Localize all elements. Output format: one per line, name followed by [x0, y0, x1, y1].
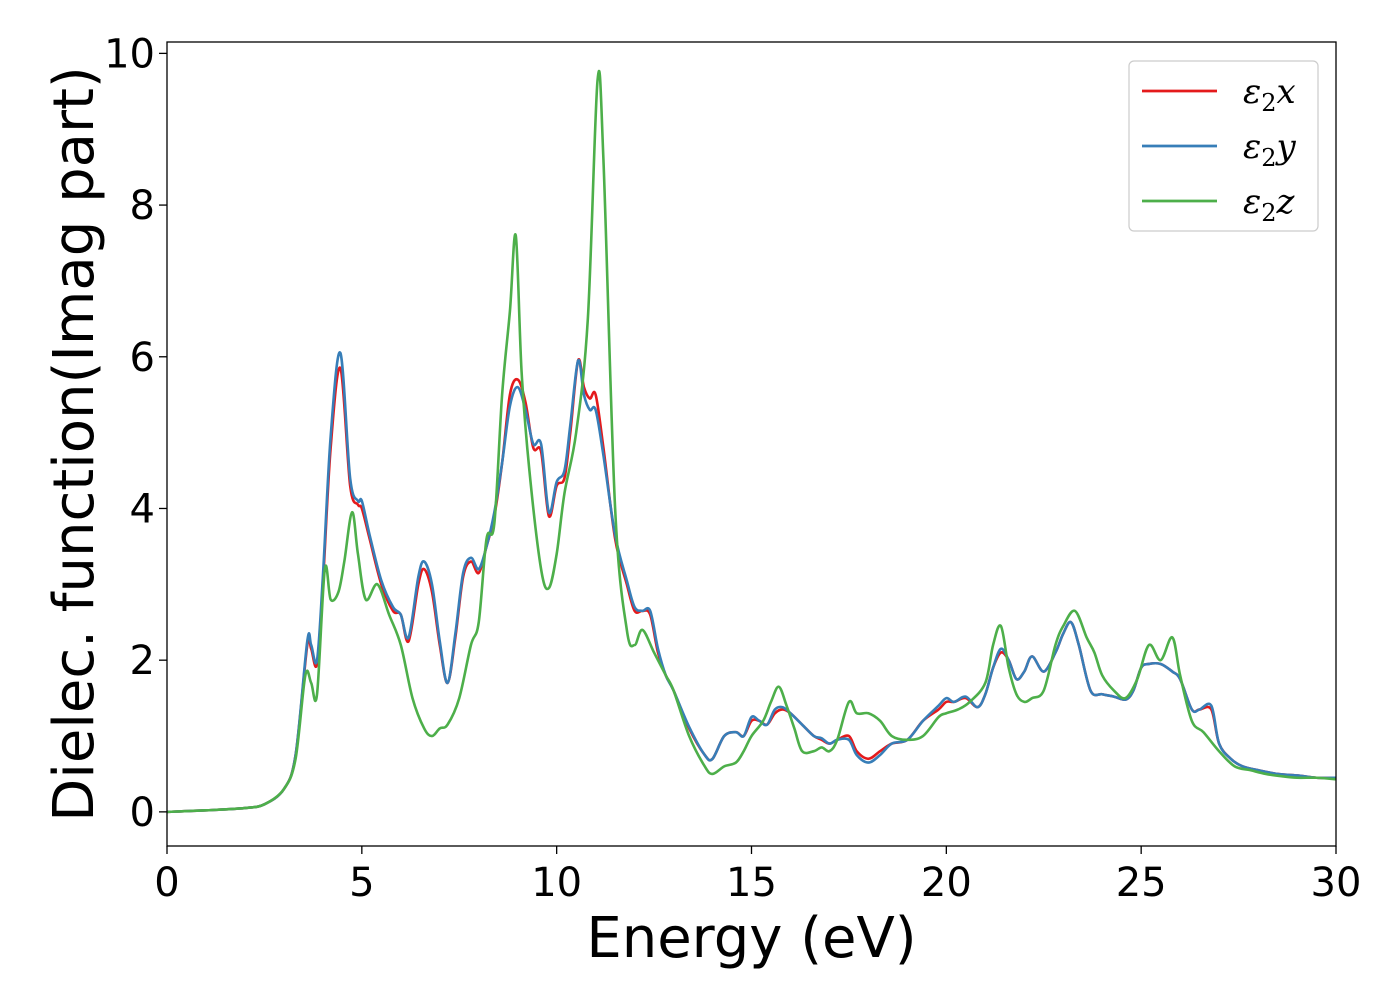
x-tick-label: 0 [154, 860, 179, 906]
legend-label-x: ε2x [1243, 72, 1296, 117]
y-tick-label: 2 [130, 638, 155, 684]
y-tick-label: 4 [130, 486, 155, 532]
legend-box [1128, 60, 1319, 232]
series-line-y [167, 351, 1336, 814]
x-tick-label: 30 [1311, 860, 1362, 906]
x-tick-label: 20 [921, 860, 972, 906]
x-axis-ticks: 0 5 10 15 20 25 30 [154, 846, 1361, 906]
y-tick-label: 10 [104, 31, 155, 77]
x-tick-label: 5 [349, 860, 374, 906]
legend-label-y: ε2y [1243, 127, 1297, 172]
y-tick-label: 8 [130, 183, 155, 229]
y-axis-title: Dielec. function(Imag part) [42, 66, 107, 822]
y-tick-label: 0 [130, 790, 155, 836]
series-layer [167, 69, 1336, 814]
series-line-z [167, 69, 1336, 814]
x-axis-title: Energy (eV) [586, 906, 916, 971]
x-tick-label: 10 [531, 860, 582, 906]
legend: ε2x ε2y ε2z [1128, 60, 1319, 232]
x-tick-label: 25 [1116, 860, 1167, 906]
y-axis-ticks: 0 2 4 6 8 10 [104, 31, 167, 836]
x-tick-label: 15 [726, 860, 777, 906]
series-line-x [167, 357, 1336, 814]
legend-label-z: ε2z [1243, 182, 1296, 227]
y-tick-label: 6 [130, 335, 155, 381]
